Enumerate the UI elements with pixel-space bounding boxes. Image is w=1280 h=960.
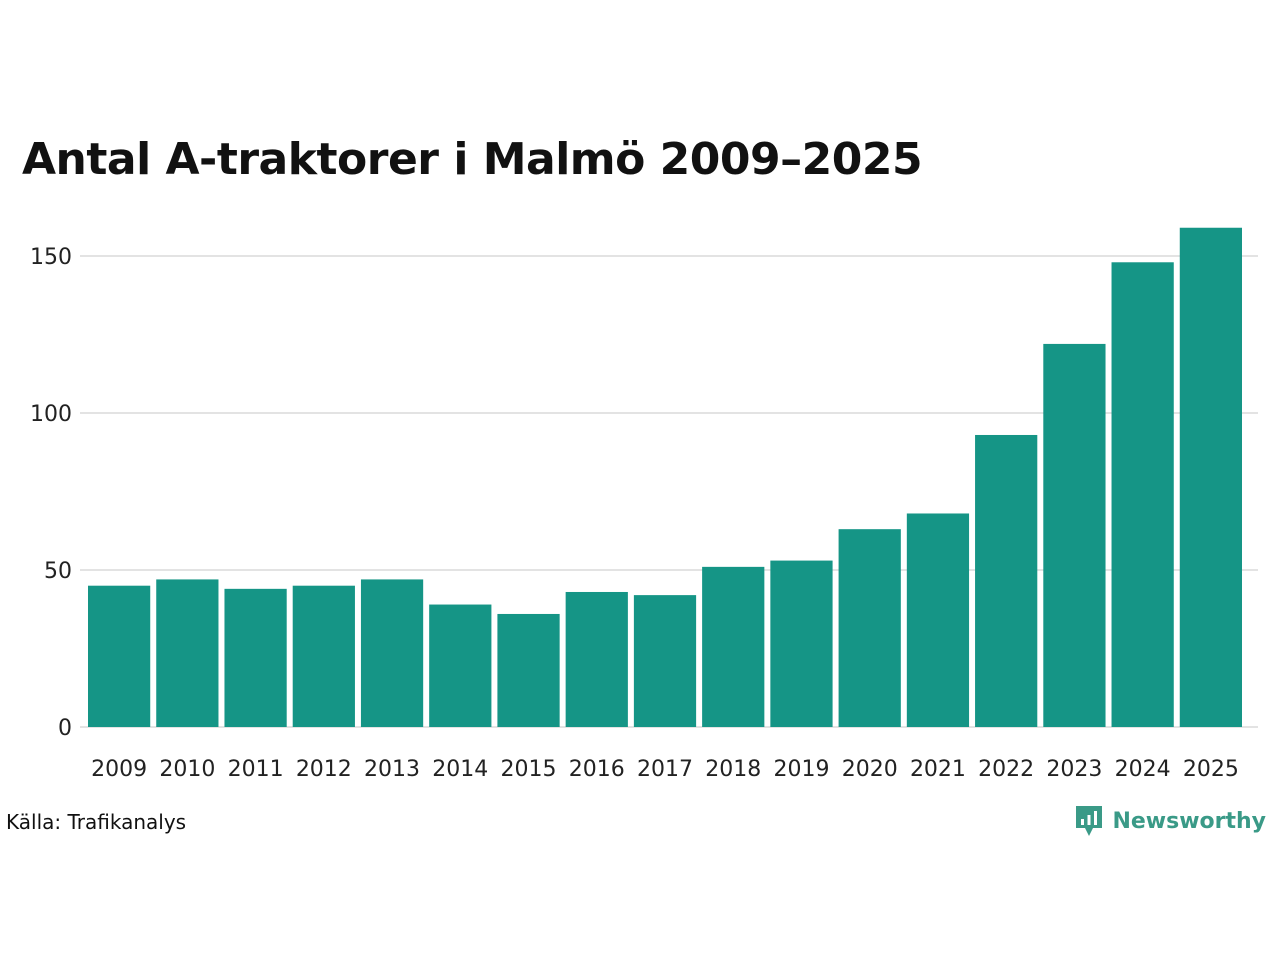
- bar-2009: [88, 585, 151, 727]
- bar-2019: [770, 560, 833, 727]
- bar-layer: [88, 227, 1242, 728]
- x-tick-label: 2025: [1183, 757, 1239, 782]
- x-tick-label: 2017: [637, 757, 693, 782]
- bar-2025: [1179, 227, 1242, 728]
- bar-2021: [906, 513, 970, 727]
- x-tick-label: 2013: [364, 757, 420, 782]
- bar-2012: [292, 585, 355, 727]
- x-tick-label: 2021: [910, 757, 966, 782]
- x-tick-label: 2010: [159, 757, 215, 782]
- bar-2015: [497, 613, 560, 727]
- bar-2018: [702, 566, 765, 727]
- y-tick-label: 0: [58, 716, 72, 741]
- bar-2010: [156, 579, 219, 727]
- bar-2024: [1111, 262, 1174, 727]
- y-tick-label: 150: [30, 245, 72, 270]
- bar-2016: [565, 591, 628, 727]
- x-tick-label: 2016: [569, 757, 625, 782]
- bar-2017: [633, 595, 697, 727]
- bar-2011: [224, 588, 287, 727]
- x-tick-label: 2015: [501, 757, 557, 782]
- brand-logo: Newsworthy: [1074, 804, 1266, 838]
- x-tick-label: 2022: [978, 757, 1034, 782]
- brand-name: Newsworthy: [1112, 808, 1266, 834]
- x-tick-label: 2023: [1046, 757, 1102, 782]
- bar-2022: [975, 434, 1038, 727]
- newsworthy-logo-icon: [1076, 806, 1103, 836]
- x-tick-label: 2011: [228, 757, 284, 782]
- x-tick-label: 2019: [773, 757, 829, 782]
- x-tick-label: 2020: [842, 757, 898, 782]
- x-axis-ticks: 2009 2010 2011 2012 2013 2014 2015 2016 2017 2018…: [91, 757, 1239, 782]
- bar-2020: [838, 529, 901, 727]
- chart-title: Antal A-traktorer i Malmö 2009–2025: [22, 134, 923, 185]
- x-tick-label: 2009: [91, 757, 147, 782]
- bar-2014: [429, 604, 492, 727]
- x-tick-label: 2014: [432, 757, 488, 782]
- y-tick-label: 50: [44, 559, 72, 584]
- source-note: Källa: Trafikanalys: [6, 810, 187, 834]
- bar-2023: [1043, 343, 1106, 727]
- x-tick-label: 2018: [705, 757, 761, 782]
- x-tick-label: 2012: [296, 757, 352, 782]
- y-tick-label: 100: [30, 402, 72, 427]
- bar-2013: [360, 579, 424, 727]
- x-tick-label: 2024: [1115, 757, 1171, 782]
- y-axis-ticks: 0 50 100 150: [30, 245, 72, 741]
